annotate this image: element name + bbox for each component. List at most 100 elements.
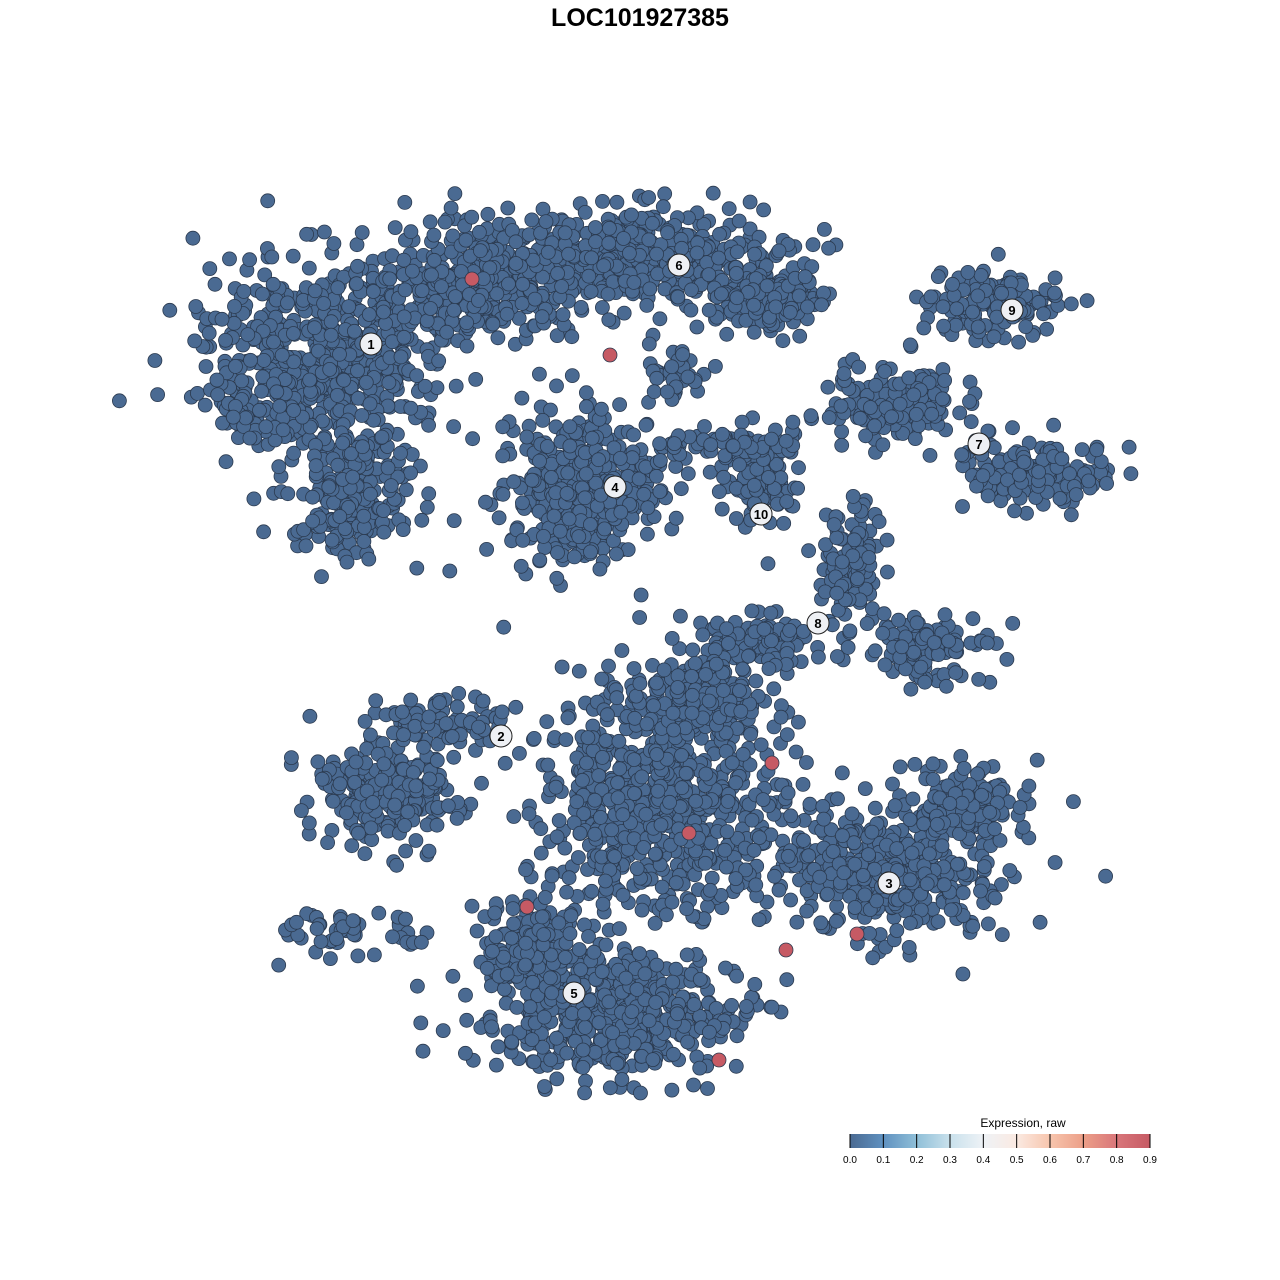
cell-point bbox=[684, 687, 700, 703]
cell-point bbox=[634, 769, 650, 785]
cell-point bbox=[641, 190, 656, 205]
cell-point bbox=[614, 643, 630, 658]
cell-point bbox=[659, 384, 675, 400]
cell-point bbox=[1066, 794, 1081, 809]
cell-point bbox=[973, 267, 989, 283]
cell-point bbox=[403, 465, 419, 481]
cell-point bbox=[834, 765, 850, 781]
cell-point bbox=[720, 794, 736, 809]
cell-point bbox=[846, 532, 862, 548]
cell-point bbox=[354, 408, 370, 423]
cell-point bbox=[521, 806, 537, 822]
cell-point bbox=[684, 705, 700, 721]
cell-point bbox=[1121, 439, 1137, 455]
cell-point bbox=[685, 642, 701, 658]
cell-point bbox=[689, 319, 705, 335]
cell-point bbox=[923, 289, 939, 305]
cell-point bbox=[680, 369, 696, 385]
cell-point bbox=[443, 200, 459, 216]
cell-point bbox=[558, 732, 574, 747]
cell-point bbox=[746, 324, 762, 340]
cell-point bbox=[970, 319, 986, 335]
cell-point bbox=[314, 569, 329, 584]
cell-point bbox=[934, 838, 950, 854]
cell-point bbox=[955, 499, 970, 514]
cell-point bbox=[376, 756, 392, 772]
cell-point bbox=[1062, 466, 1077, 482]
cell-point bbox=[1052, 491, 1068, 506]
cell-point bbox=[439, 324, 455, 340]
cell-point bbox=[421, 417, 437, 433]
cell-point bbox=[930, 914, 946, 929]
cell-point bbox=[674, 240, 690, 256]
cell-point bbox=[609, 546, 624, 562]
cell-point bbox=[1018, 319, 1034, 335]
cell-point bbox=[811, 649, 826, 665]
cell-point bbox=[422, 214, 438, 230]
cell-point bbox=[501, 276, 516, 292]
cell-point bbox=[581, 268, 597, 284]
cell-point bbox=[674, 747, 689, 763]
cell-point bbox=[243, 352, 258, 368]
cell-point bbox=[389, 857, 405, 873]
cell-point bbox=[598, 733, 614, 748]
cell-point bbox=[524, 472, 540, 488]
cell-point bbox=[1005, 420, 1020, 436]
cell-point bbox=[147, 353, 163, 368]
cell-point bbox=[417, 378, 433, 394]
cell-point bbox=[700, 899, 715, 914]
cell-point bbox=[601, 235, 617, 251]
cell-point bbox=[1098, 868, 1113, 884]
cell-point bbox=[532, 453, 547, 469]
cell-point bbox=[662, 794, 677, 810]
cell-point bbox=[712, 226, 727, 242]
cell-point bbox=[222, 251, 237, 267]
cell-point bbox=[594, 401, 609, 417]
cell-point bbox=[573, 299, 589, 315]
cell-point bbox=[729, 244, 745, 260]
cell-point bbox=[791, 714, 806, 730]
cell-point bbox=[283, 750, 299, 765]
points bbox=[112, 185, 1139, 1101]
cell-point bbox=[499, 306, 515, 322]
cell-point bbox=[646, 698, 661, 714]
cell-point bbox=[515, 495, 530, 511]
cell-point bbox=[218, 332, 233, 348]
cell-point bbox=[459, 315, 475, 331]
cell-point bbox=[825, 844, 841, 859]
cell-point bbox=[907, 431, 923, 447]
cell-point bbox=[697, 419, 712, 434]
cell-point bbox=[778, 433, 794, 449]
cell-point bbox=[962, 394, 977, 409]
cell-point bbox=[905, 791, 921, 807]
cell-point bbox=[577, 204, 593, 220]
cell-point bbox=[943, 902, 959, 918]
cell-point bbox=[875, 625, 891, 641]
cell-point bbox=[1021, 778, 1037, 794]
cell-point bbox=[470, 292, 486, 308]
cell-point bbox=[884, 409, 899, 425]
cell-point bbox=[763, 605, 779, 621]
cell-point bbox=[776, 516, 792, 531]
cell-point bbox=[356, 534, 372, 549]
cell-point bbox=[829, 530, 845, 546]
cell-point bbox=[604, 822, 620, 838]
cell-point bbox=[1036, 306, 1051, 322]
cell-point bbox=[986, 329, 1002, 345]
cell-point bbox=[583, 284, 599, 299]
cell-point bbox=[875, 437, 891, 453]
cell-point bbox=[636, 486, 652, 502]
cell-point bbox=[322, 361, 338, 377]
cell-point bbox=[766, 681, 782, 697]
cell-point bbox=[345, 469, 361, 485]
cell-point bbox=[591, 768, 607, 783]
cell-point bbox=[302, 708, 318, 724]
cell-point bbox=[396, 329, 412, 345]
cell-point bbox=[396, 309, 412, 325]
cell-point bbox=[564, 368, 580, 384]
cell-point bbox=[885, 776, 900, 792]
cell-point bbox=[862, 926, 877, 941]
cell-point bbox=[821, 410, 837, 426]
cell-point bbox=[207, 276, 223, 292]
cell-point bbox=[688, 793, 704, 809]
